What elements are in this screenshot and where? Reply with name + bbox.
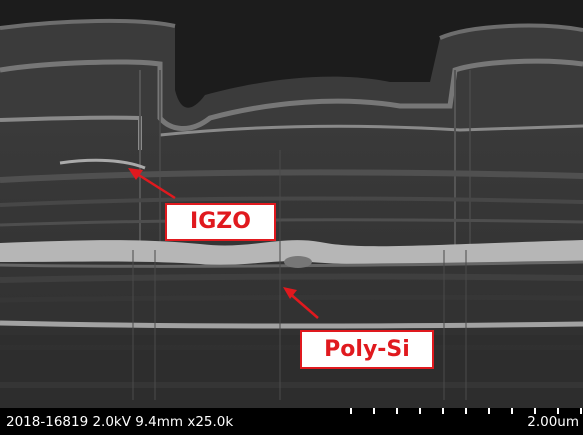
poly-si-callout-label: Poly-Si	[300, 330, 434, 369]
igzo-arrow	[128, 168, 176, 200]
sem-cross-section-image	[0, 0, 583, 408]
acquisition-parameters: 2018-16819 2.0kV 9.4mm x25.0k	[6, 414, 234, 430]
scale-bar-label: 2.00um	[527, 414, 579, 430]
igzo-callout-label: IGZO	[165, 203, 276, 241]
poly-si-arrow	[283, 287, 319, 319]
sem-info-bar: 2018-16819 2.0kV 9.4mm x25.0k 2.00um	[0, 408, 583, 435]
scale-bar-ticks	[350, 408, 582, 414]
